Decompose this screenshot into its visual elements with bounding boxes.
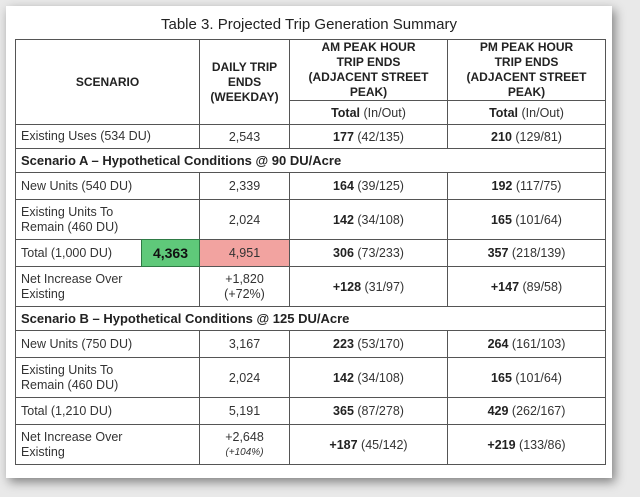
subheader-am: Total (In/Out) bbox=[289, 100, 448, 125]
section-heading-a: Scenario A – Hypothetical Conditions @ 9… bbox=[15, 148, 606, 173]
subheader-row: Total (In/Out) Total (In/Out) bbox=[16, 100, 606, 125]
header-pm: PM PEAK HOUR TRIP ENDS (ADJACENT STREET … bbox=[447, 39, 606, 101]
table-row: Total (1,000 DU) 4,363 4,951 306 (73/233… bbox=[15, 239, 606, 267]
table-row: New Units (540 DU) 2,339 164 (39/125) 19… bbox=[15, 172, 606, 200]
subheader-pm: Total (In/Out) bbox=[447, 100, 606, 125]
table-row: Existing Units To Remain (460 DU) 2,024 1… bbox=[15, 199, 606, 240]
section-heading-b: Scenario B – Hypothetical Conditions @ 1… bbox=[15, 306, 606, 331]
table-card: Table 3. Projected Trip Generation Summa… bbox=[6, 6, 612, 478]
table-row: New Units (750 DU) 3,167 223 (53/170) 26… bbox=[15, 330, 606, 358]
table-row: Net Increase Over Existing +2,648 (+104%) … bbox=[15, 424, 606, 465]
header-am: AM PEAK HOUR TRIP ENDS (ADJACENT STREET … bbox=[289, 39, 448, 101]
table-row: Net Increase Over Existing +1,820 (+72%) +… bbox=[15, 266, 606, 307]
header-daily: DAILY TRIP ENDS (WEEKDAY) bbox=[199, 39, 290, 125]
table-row: Existing Units To Remain (460 DU) 2,024 1… bbox=[15, 357, 606, 398]
highlight-red-value: 4,951 bbox=[199, 239, 290, 267]
highlight-green-value: 4,363 bbox=[141, 239, 200, 267]
trip-generation-table: SCENARIO DAILY TRIP ENDS (WEEKDAY) AM PE… bbox=[15, 39, 606, 465]
header-scenario: SCENARIO bbox=[15, 39, 200, 125]
table-title: Table 3. Projected Trip Generation Summa… bbox=[161, 16, 457, 33]
header-row: SCENARIO DAILY TRIP ENDS (WEEKDAY) AM PE… bbox=[15, 39, 606, 125]
table-row: Total (1,210 DU) 5,191 365 (87/278) 429 … bbox=[15, 397, 606, 425]
table-row: Existing Uses (534 DU) 2,543 177 (42/135… bbox=[15, 124, 606, 149]
